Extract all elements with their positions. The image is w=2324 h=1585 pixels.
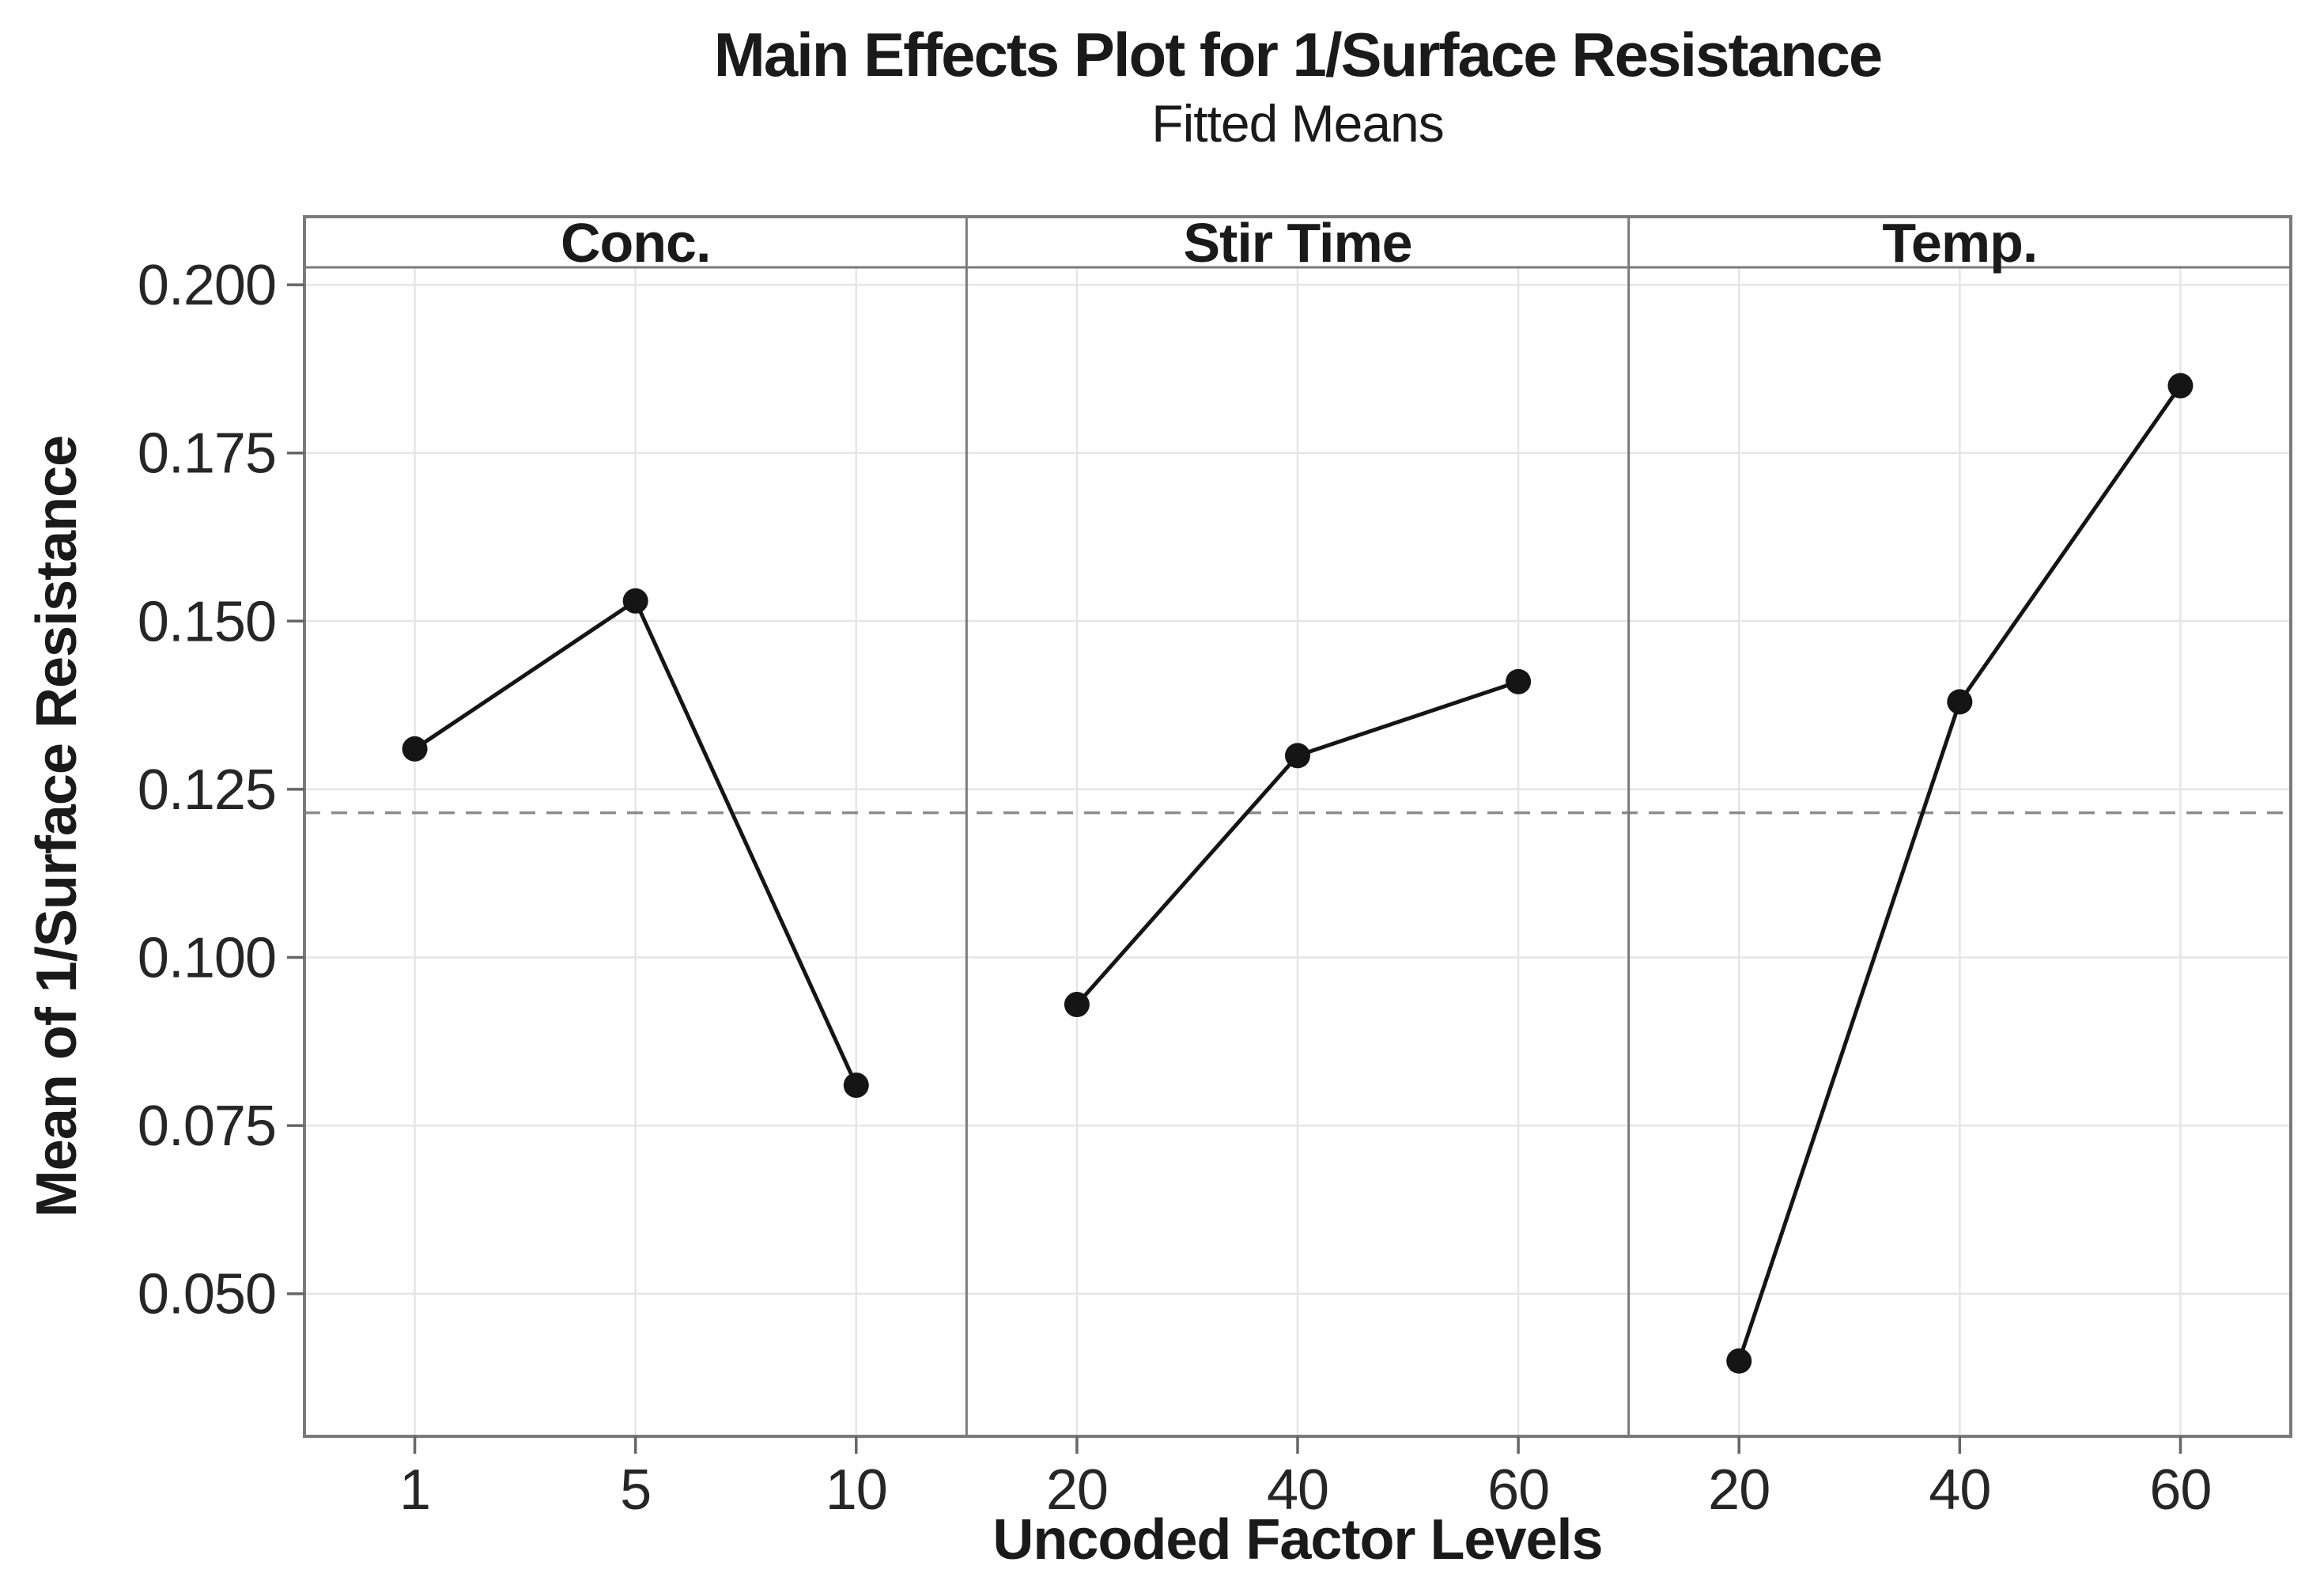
- data-point-stir-time-40: [1285, 743, 1310, 769]
- y-tick-label: 0.150: [138, 590, 276, 653]
- data-point-temp-40: [1947, 689, 1973, 715]
- chart-title: Main Effects Plot for 1/Surface Resistan…: [713, 20, 1884, 89]
- data-point-conc-5: [622, 588, 648, 614]
- data-point-conc-1: [402, 736, 428, 762]
- y-tick-label: 0.125: [138, 758, 276, 822]
- x-tick-label: 1: [399, 1458, 430, 1522]
- data-point-stir-time-20: [1064, 992, 1090, 1018]
- data-point-temp-20: [1726, 1348, 1752, 1374]
- panel-header-temp: Temp.: [1882, 212, 2037, 274]
- data-point-conc-10: [843, 1072, 869, 1099]
- panel-header-conc: Conc.: [561, 212, 710, 274]
- panel-header-stir-time: Stir Time: [1183, 212, 1411, 274]
- x-tick-label: 5: [620, 1458, 651, 1522]
- x-tick-label: 40: [1267, 1458, 1328, 1522]
- data-point-temp-60: [2167, 373, 2194, 399]
- x-tick-label: 20: [1046, 1458, 1108, 1522]
- y-tick-label: 0.200: [138, 254, 276, 317]
- y-tick-label: 0.050: [138, 1263, 276, 1326]
- y-tick-label: 0.175: [138, 422, 276, 486]
- x-tick-label: 10: [826, 1458, 887, 1522]
- x-tick-label: 20: [1708, 1458, 1770, 1522]
- y-tick-label: 0.075: [138, 1095, 276, 1158]
- x-axis-title: Uncoded Factor Levels: [992, 1508, 1603, 1572]
- x-tick-label: 40: [1929, 1458, 1990, 1522]
- chart-subtitle: Fitted Means: [1151, 94, 1445, 153]
- data-point-stir-time-60: [1506, 668, 1532, 694]
- x-tick-label: 60: [1487, 1458, 1549, 1522]
- y-tick-label: 0.100: [138, 927, 276, 990]
- x-tick-label: 60: [2149, 1458, 2211, 1522]
